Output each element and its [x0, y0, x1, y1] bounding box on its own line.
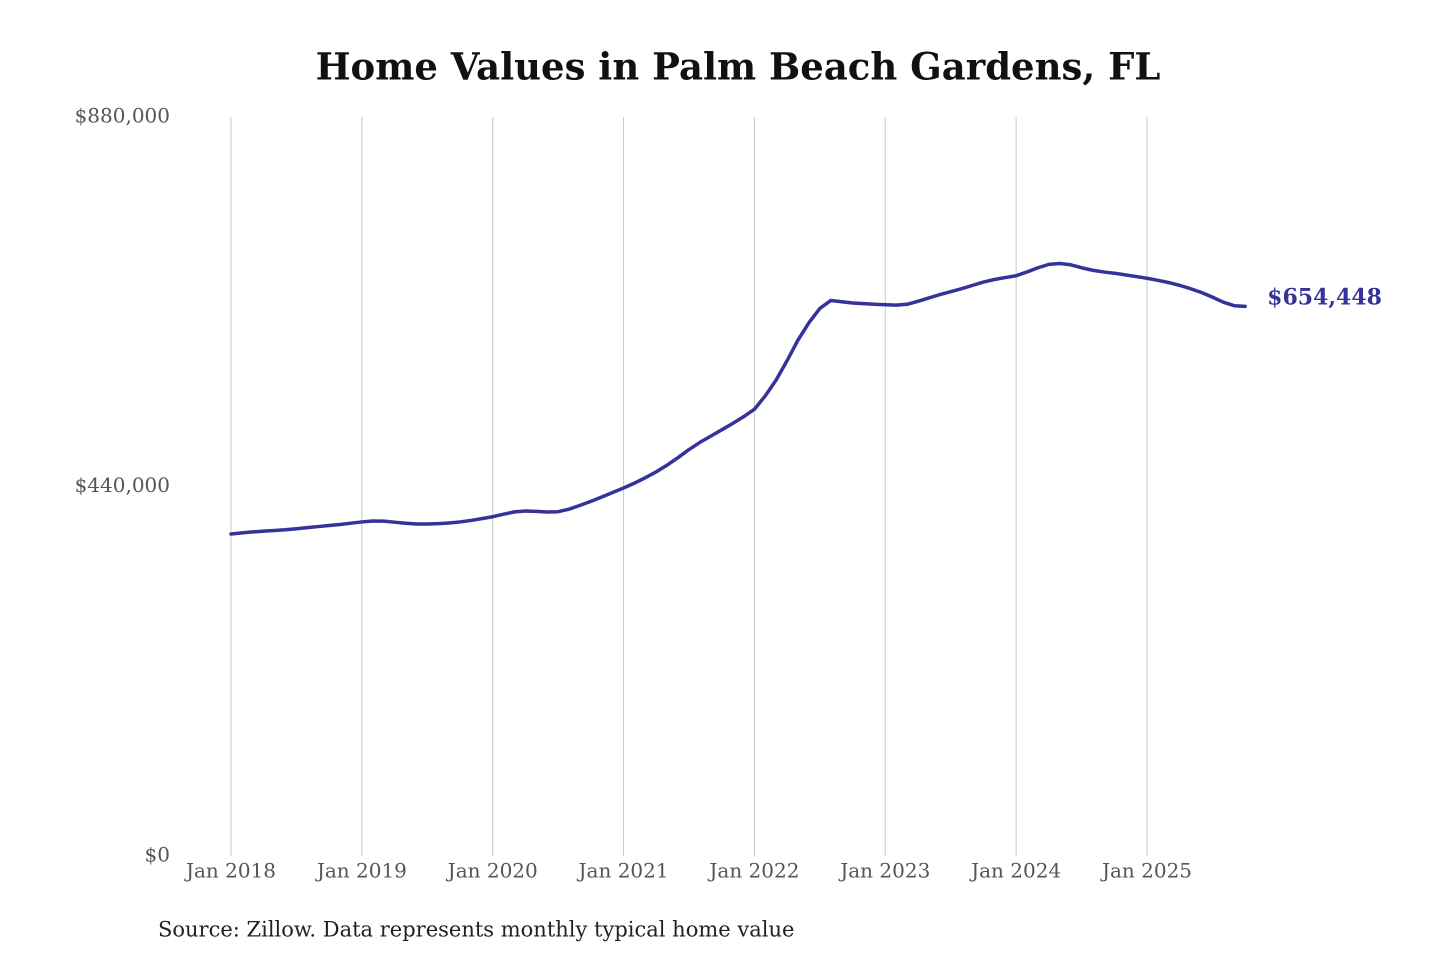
source-note: Source: Zillow. Data represents monthly …	[158, 918, 794, 942]
x-tick-label: Jan 2022	[707, 859, 799, 883]
x-tick-label: Jan 2024	[969, 859, 1061, 883]
x-tick-label: Jan 2021	[577, 859, 669, 883]
x-tick-label: Jan 2023	[838, 859, 930, 883]
x-tick-label: Jan 2019	[315, 859, 407, 883]
y-tick-label: $440,000	[75, 473, 170, 497]
end-value-label: $654,448	[1267, 284, 1382, 310]
y-tick-label: $0	[145, 843, 170, 867]
chart-title: Home Values in Palm Beach Gardens, FL	[316, 45, 1161, 89]
x-tick-label: Jan 2025	[1100, 859, 1192, 883]
x-tick-label: Jan 2018	[184, 859, 276, 883]
data-line	[229, 261, 1247, 536]
x-tick-label: Jan 2020	[446, 859, 538, 883]
y-tick-label: $880,000	[75, 104, 170, 128]
